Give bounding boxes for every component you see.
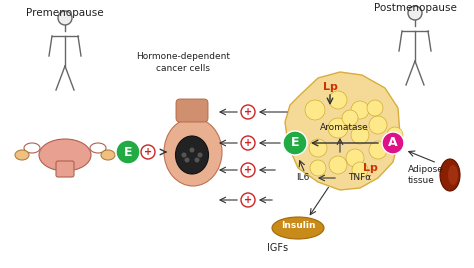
Text: +: + (244, 107, 252, 117)
Circle shape (346, 149, 364, 167)
Circle shape (241, 163, 255, 177)
Circle shape (351, 101, 369, 119)
Circle shape (190, 147, 194, 152)
Circle shape (283, 131, 307, 155)
Circle shape (182, 152, 186, 158)
Ellipse shape (164, 118, 222, 186)
Text: Aromatase: Aromatase (319, 124, 368, 132)
FancyBboxPatch shape (176, 99, 208, 122)
Circle shape (241, 136, 255, 150)
Circle shape (351, 126, 369, 144)
Circle shape (382, 132, 404, 154)
Ellipse shape (448, 165, 458, 185)
Circle shape (310, 160, 326, 176)
Ellipse shape (101, 150, 115, 160)
Text: A: A (388, 136, 398, 150)
Ellipse shape (440, 159, 460, 191)
Circle shape (305, 100, 325, 120)
Circle shape (194, 158, 200, 162)
Circle shape (342, 110, 358, 126)
Circle shape (329, 91, 347, 109)
Text: Hormone-dependent
cancer cells: Hormone-dependent cancer cells (136, 52, 230, 73)
Ellipse shape (15, 150, 29, 160)
Circle shape (141, 145, 155, 159)
Circle shape (352, 162, 368, 178)
Circle shape (369, 116, 387, 134)
Text: Premenopause: Premenopause (26, 8, 104, 18)
Text: TNFα: TNFα (348, 173, 371, 183)
Circle shape (116, 140, 140, 164)
Circle shape (367, 100, 383, 116)
Text: E: E (291, 136, 299, 150)
Text: +: + (244, 195, 252, 205)
Circle shape (329, 156, 347, 174)
Circle shape (241, 105, 255, 119)
Text: Insulin: Insulin (281, 221, 315, 230)
Circle shape (387, 127, 403, 143)
Text: E: E (124, 146, 132, 158)
FancyBboxPatch shape (56, 161, 74, 177)
Circle shape (369, 141, 387, 159)
Text: IGFs: IGFs (267, 243, 289, 253)
Circle shape (328, 118, 348, 138)
Text: +: + (244, 138, 252, 148)
Ellipse shape (175, 136, 209, 174)
Polygon shape (285, 72, 400, 190)
Ellipse shape (272, 217, 324, 239)
Circle shape (241, 193, 255, 207)
Text: Lp: Lp (363, 163, 377, 173)
Circle shape (184, 158, 190, 162)
Text: Lp: Lp (323, 82, 337, 92)
Circle shape (58, 11, 72, 25)
Text: +: + (144, 147, 152, 157)
Text: Adipose
tissue: Adipose tissue (408, 165, 444, 185)
Text: +: + (244, 165, 252, 175)
Circle shape (198, 152, 202, 158)
Ellipse shape (39, 139, 91, 171)
Circle shape (309, 139, 327, 157)
Text: Postmenopause: Postmenopause (374, 3, 456, 13)
Text: IL6: IL6 (297, 173, 310, 183)
Circle shape (408, 6, 422, 20)
